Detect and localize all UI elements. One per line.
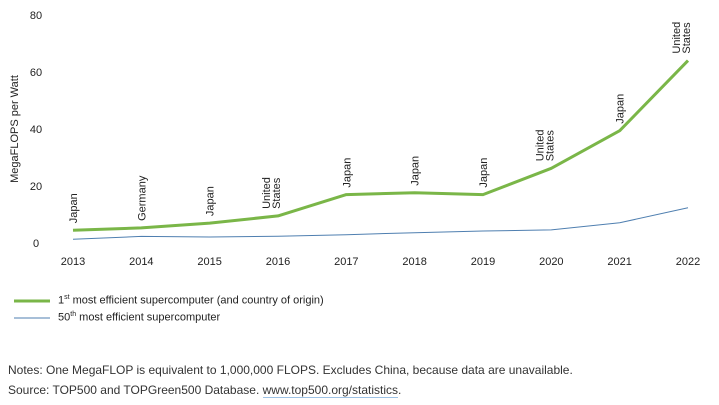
source-text: Source: TOP500 and TOPGreen500 Database.… [8, 383, 402, 398]
country-label-line: States [681, 22, 693, 54]
notes: Notes: One MegaFLOP is equivalent to 1,0… [8, 360, 573, 400]
source-link[interactable]: www.top500.org/statistics [262, 383, 399, 398]
legend-swatch-fiftieth [14, 317, 50, 318]
legend-swatch-first [14, 299, 50, 302]
country-label-line: United [534, 130, 546, 162]
x-tick-label: 2015 [197, 256, 221, 268]
series-layer [72, 59, 690, 240]
country-label: Japan [478, 158, 490, 188]
y-tick-label: 80 [30, 10, 42, 22]
country-label-line: Japan [205, 186, 217, 216]
legend-item-fiftieth: 50th most efficient supercomputer [14, 309, 324, 326]
legend-label-first: 1st most efficient supercomputer (and co… [58, 294, 324, 307]
x-tick-label: 2019 [471, 256, 495, 268]
x-tick-label: 2018 [402, 256, 426, 268]
x-axis: 2013 2014 2015 2016 2017 2018 2019 2020 2021 2022 [61, 256, 700, 268]
legend-label-fiftieth: 50th most efficient supercomputer [58, 311, 221, 324]
y-axis: 0 20 40 60 80 [30, 10, 42, 250]
country-label: Japan [341, 158, 353, 188]
x-tick-label: 2014 [129, 256, 153, 268]
notes-text: Notes: One MegaFLOP is equivalent to 1,0… [8, 363, 573, 377]
country-label-line: States [271, 177, 283, 209]
legend: 1st most efficient supercomputer (and co… [14, 292, 324, 326]
series-line-first [72, 59, 690, 232]
legend-item-first: 1st most efficient supercomputer (and co… [14, 292, 324, 309]
x-tick-label: 2017 [334, 256, 358, 268]
country-label-line: Japan [68, 193, 80, 223]
country-label-line: United [261, 177, 273, 209]
country-label-line: Germany [136, 175, 148, 221]
x-tick-label: 2020 [539, 256, 563, 268]
x-tick-label: 2013 [61, 256, 85, 268]
country-label: Japan [615, 94, 627, 124]
y-tick-label: 0 [33, 238, 39, 250]
series-line-fiftieth [72, 207, 689, 240]
country-label-line: Japan [478, 158, 490, 188]
country-label: Japan [205, 186, 217, 216]
y-tick-label: 60 [30, 67, 42, 79]
country-label: Japan [410, 156, 422, 186]
country-label-line: Japan [410, 156, 422, 186]
x-tick-label: 2016 [266, 256, 290, 268]
country-label-line: United [671, 22, 683, 54]
country-label: Germany [136, 175, 148, 221]
x-tick-label: 2022 [676, 256, 700, 268]
y-axis-label: MegaFLOPS per Watt [9, 75, 21, 183]
country-label-line: Japan [615, 94, 627, 124]
y-tick-label: 40 [30, 124, 42, 136]
country-label-line: States [544, 130, 556, 162]
x-tick-label: 2021 [607, 256, 631, 268]
country-label-line: Japan [341, 158, 353, 188]
y-tick-label: 20 [30, 181, 42, 193]
country-label: Japan [68, 193, 80, 223]
